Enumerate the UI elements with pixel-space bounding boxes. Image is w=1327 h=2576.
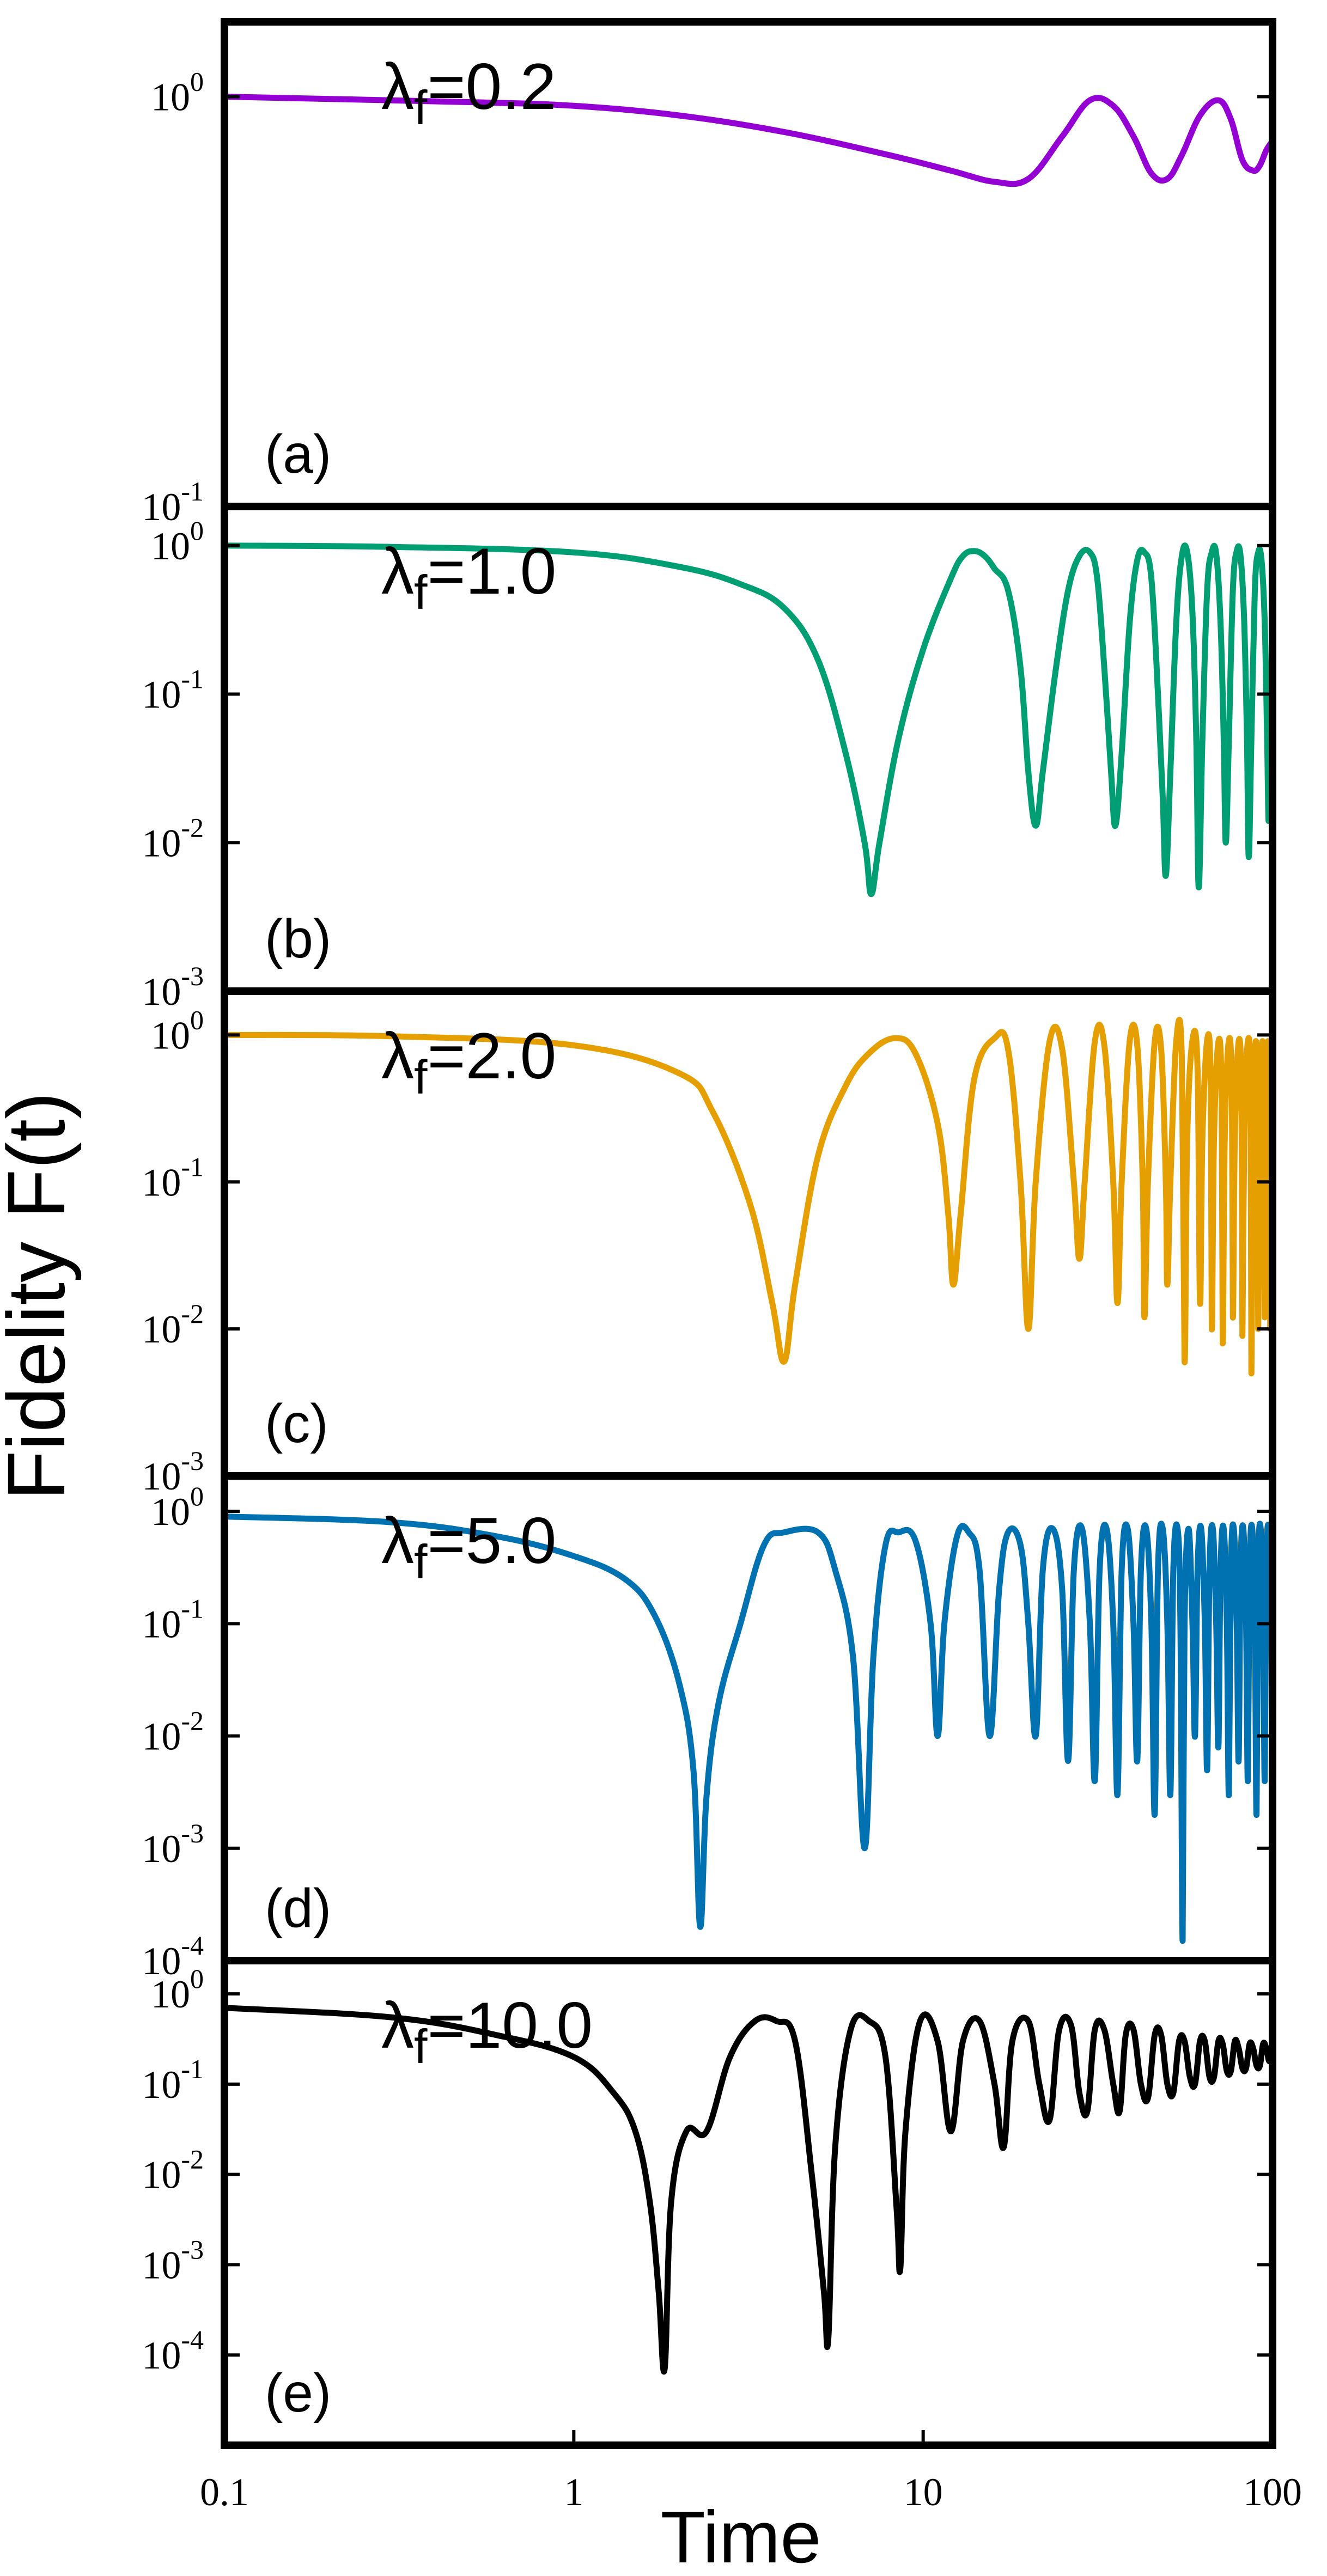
series-line-e bbox=[224, 2005, 1273, 2375]
y-tick-label: 100 bbox=[151, 515, 204, 568]
series-line-b bbox=[224, 542, 1273, 898]
series-line-a bbox=[224, 94, 1273, 187]
x-tick-label: 100 bbox=[1243, 2470, 1302, 2514]
y-tick-label: 10-4 bbox=[142, 1930, 204, 1983]
y-tick-label: 10-1 bbox=[142, 1593, 204, 1646]
y-tick-label: 10-1 bbox=[142, 1151, 204, 1204]
panel-letter: (c) bbox=[265, 1393, 328, 1454]
x-tick-label: 10 bbox=[904, 2470, 943, 2514]
panel-c: 100 10-1 10-2 10-3 λf=2.0 (c) bbox=[142, 987, 1276, 1498]
y-tick-label: 10-2 bbox=[142, 2144, 204, 2197]
x-tick-label: 1 bbox=[564, 2470, 583, 2514]
y-tick-label: 10-3 bbox=[142, 1445, 204, 1498]
y-tick-label: 10-1 bbox=[142, 476, 204, 529]
y-tick-label: 10-2 bbox=[142, 1706, 204, 1759]
y-tick-label: 100 bbox=[151, 1004, 204, 1057]
y-tick-label: 100 bbox=[151, 66, 204, 119]
y-tick-label: 100 bbox=[151, 1963, 204, 2016]
series-line-c bbox=[224, 1016, 1273, 1376]
y-tick-label: 10-4 bbox=[142, 2324, 204, 2377]
y-tick-label: 10-3 bbox=[142, 2234, 204, 2287]
panel-a: 100 10-1 λf=0.2 (a) bbox=[142, 18, 1276, 529]
series-line-d bbox=[224, 1513, 1273, 1944]
y-tick-label: 100 bbox=[151, 1481, 204, 1534]
lambda-label: λf=10.0 bbox=[381, 1989, 593, 2073]
y-tick-label: 10-2 bbox=[142, 1298, 204, 1351]
y-axis-label: Fidelity F(t) bbox=[0, 1092, 82, 1500]
panel-e: 100 10-1 10-2 10-3 10-4 λf=10.0 (e) bbox=[142, 1957, 1276, 2449]
y-tick-label: 10-3 bbox=[142, 1818, 204, 1871]
lambda-label: λf=1.0 bbox=[381, 535, 556, 619]
panel-b: 100 10-1 10-2 10-3 λf=1.0 (b) bbox=[142, 503, 1276, 1014]
y-tick-label: 10-2 bbox=[142, 812, 204, 865]
lambda-label: λf=2.0 bbox=[381, 1020, 556, 1104]
panel-letter: (a) bbox=[265, 424, 331, 485]
x-tick-label: 0.1 bbox=[200, 2470, 249, 2514]
y-tick-label: 10-3 bbox=[142, 961, 204, 1014]
panel-letter: (b) bbox=[265, 908, 331, 969]
x-axis: 0.1 1 10 100 bbox=[200, 2430, 1302, 2514]
x-axis-label: Time bbox=[661, 2496, 821, 2576]
panel-d: 100 10-1 10-2 10-3 10-4 λf=5.0 (d) bbox=[142, 1472, 1276, 1983]
y-tick-label: 10-1 bbox=[142, 664, 204, 717]
panel-letter: (d) bbox=[265, 1878, 331, 1939]
lambda-label: λf=0.2 bbox=[381, 50, 556, 135]
panels-group: 10010-1λf=0.2(a)10010-110-210-3λf=1.0(b)… bbox=[142, 18, 1276, 2449]
panel-frame bbox=[221, 1957, 1276, 2449]
lambda-label: λf=5.0 bbox=[381, 1504, 556, 1589]
panel-letter: (e) bbox=[265, 2363, 331, 2424]
y-tick-label: 10-1 bbox=[142, 2054, 204, 2107]
